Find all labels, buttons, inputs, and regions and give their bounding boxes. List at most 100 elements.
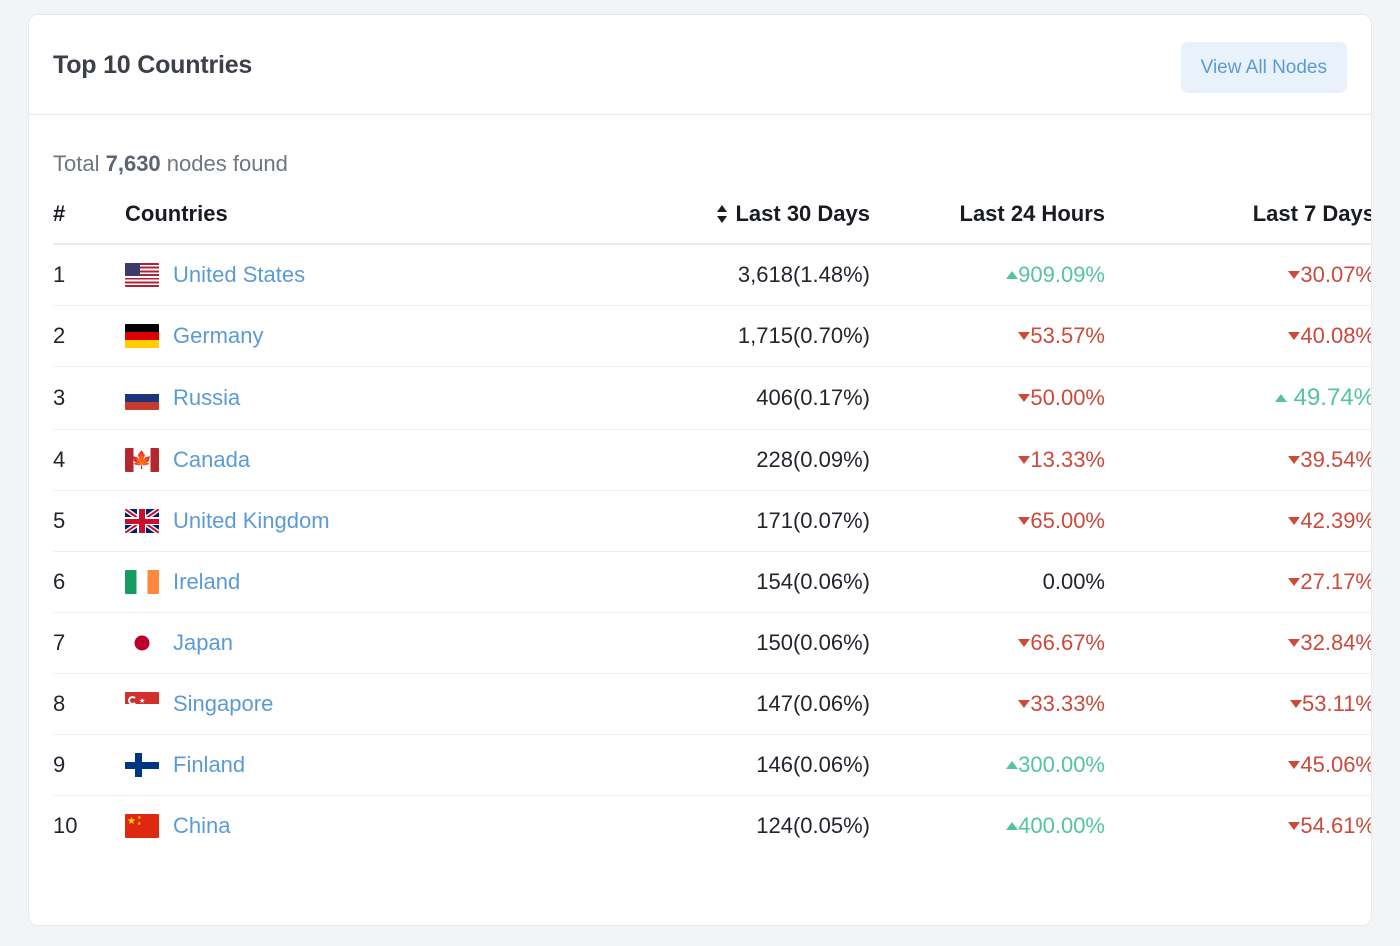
country-link[interactable]: Ireland [173,569,241,594]
change-value-negative: 30.07% [1288,262,1371,287]
view-all-nodes-button[interactable]: View All Nodes [1180,42,1347,93]
row-rank: 1 [53,244,125,306]
arrow-down-icon [1288,578,1301,586]
table-row: 5 United Kingdom 171(0.07%) 65.00% 42.39% [53,490,1371,552]
total-nodes-summary: Total 7,630 nodes found [53,115,1347,187]
change-value-negative: 27.17% [1288,569,1371,594]
countries-table: # Countries Last 30 Days Last 24 Hours L… [53,187,1371,857]
change-value-neutral: 0.00% [1042,569,1105,594]
country-link[interactable]: Japan [173,630,233,655]
cell-last-24-hours: 50.00% [870,366,1105,430]
cell-last-7-days: 27.17% [1105,551,1371,613]
flag-ru-icon [125,386,159,410]
row-rank: 2 [53,305,125,367]
cell-last-30-days: 146(0.06%) [590,734,870,796]
country-link[interactable]: United Kingdom [173,508,330,533]
change-value-positive: 909.09% [1006,262,1105,287]
total-prefix-label: Total [53,151,100,176]
flag-sg-icon: ★ [125,692,159,716]
flag-us-icon [125,263,159,287]
change-value-positive: 300.00% [1006,752,1105,777]
cell-last-24-hours: 53.57% [870,305,1105,367]
change-value-negative: 53.11% [1290,691,1371,716]
flag-de-icon [125,324,159,348]
cell-last-7-days: 32.84% [1105,612,1371,674]
cell-last-30-days: 171(0.07%) [590,490,870,552]
cell-last-7-days: 49.74% [1105,366,1371,430]
column-header-last-30-days[interactable]: Last 30 Days [590,187,870,245]
change-value-positive: 49.74% [1274,384,1371,411]
column-header-last-7-days[interactable]: Last 7 Days [1105,187,1371,245]
column-header-countries: Countries [125,187,590,245]
cell-last-7-days: 39.54% [1105,429,1371,491]
arrow-down-icon [1018,700,1031,708]
country-link[interactable]: China [173,813,231,838]
arrow-down-icon [1018,394,1031,402]
country-link[interactable]: United States [173,262,306,287]
column-header-rank: # [53,187,125,245]
table-row: 6 Ireland 154(0.06%) 0.00% 27.17% [53,551,1371,613]
change-value-negative: 66.67% [1018,630,1105,655]
change-value-negative: 45.06% [1288,752,1371,777]
arrow-down-icon [1288,271,1301,279]
cell-last-30-days: 3,618(1.48%) [590,244,870,306]
cell-last-24-hours: 33.33% [870,673,1105,735]
arrow-down-icon [1288,456,1301,464]
arrow-up-icon [1006,822,1019,830]
change-value-negative: 13.33% [1018,447,1105,472]
arrow-down-icon [1288,517,1301,525]
page-title: Top 10 Countries [53,51,253,79]
country-link[interactable]: Russia [173,385,241,410]
total-nodes-count: 7,630 [105,151,161,176]
change-value-negative: 53.57% [1018,323,1105,348]
table-row: 7 Japan 150(0.06%) 66.67% 32.84% [53,612,1371,674]
arrow-down-icon [1018,332,1031,340]
change-value-negative: 39.54% [1288,447,1371,472]
cell-last-30-days: 406(0.17%) [590,366,870,430]
cell-last-7-days: 54.61% [1105,796,1371,857]
cell-last-30-days: 1,715(0.70%) [590,305,870,367]
cell-last-24-hours: 909.09% [870,244,1105,306]
country-link[interactable]: Finland [173,752,246,777]
change-value-negative: 40.08% [1288,323,1371,348]
row-rank: 4 [53,429,125,491]
row-rank: 10 [53,813,78,838]
table-row: 2 Germany 1,715(0.70%) 53.57% 40.08% [53,305,1371,367]
cell-last-7-days: 42.39% [1105,490,1371,552]
flag-ca-icon: 🍁 [125,448,159,472]
table-row: 9 Finland 146(0.06%) 300.00% 45.06% [53,734,1371,796]
flag-gb-icon [125,509,159,533]
cell-last-24-hours: 65.00% [870,490,1105,552]
cell-last-24-hours: 66.67% [870,612,1105,674]
arrow-up-icon [1274,394,1287,402]
cell-last-30-days: 154(0.06%) [590,551,870,613]
arrow-down-icon [1018,517,1031,525]
column-header-last-30-days-label: Last 30 Days [735,201,870,226]
table-body: 1 United States 3,618(1.48%) 909.09% 30.07% 2… [53,244,1371,857]
change-value-negative: 50.00% [1018,385,1105,410]
cell-last-24-hours: 300.00% [870,734,1105,796]
arrow-down-icon [1288,332,1301,340]
flag-fi-icon [125,753,159,777]
row-rank: 8 [53,673,125,735]
top-countries-card: Top 10 Countries View All Nodes Total 7,… [28,14,1372,926]
arrow-down-icon [1288,822,1301,830]
table-row: 4 🍁 Canada 228(0.09%) 13.33% 39.54% [53,429,1371,491]
cell-last-24-hours: 400.00% [870,796,1105,857]
row-rank: 5 [53,490,125,552]
sort-updown-icon[interactable] [717,204,728,224]
column-header-last-24-hours[interactable]: Last 24 Hours [870,187,1105,245]
row-rank: 7 [53,612,125,674]
country-link[interactable]: Germany [173,323,264,348]
country-link[interactable]: Singapore [173,691,274,716]
change-value-negative: 32.84% [1288,630,1371,655]
row-rank: 9 [53,734,125,796]
table-row: 1 United States 3,618(1.48%) 909.09% 30.07% [53,244,1371,306]
cell-last-7-days: 40.08% [1105,305,1371,367]
cell-last-30-days: 150(0.06%) [590,612,870,674]
row-rank: 6 [53,551,125,613]
table-row: 10 ★ ★ ★ China 124(0.05%) 400.00% 54.61% [53,796,1371,857]
change-value-negative: 42.39% [1288,508,1371,533]
arrow-down-icon [1288,761,1301,769]
country-link[interactable]: Canada [173,447,251,472]
